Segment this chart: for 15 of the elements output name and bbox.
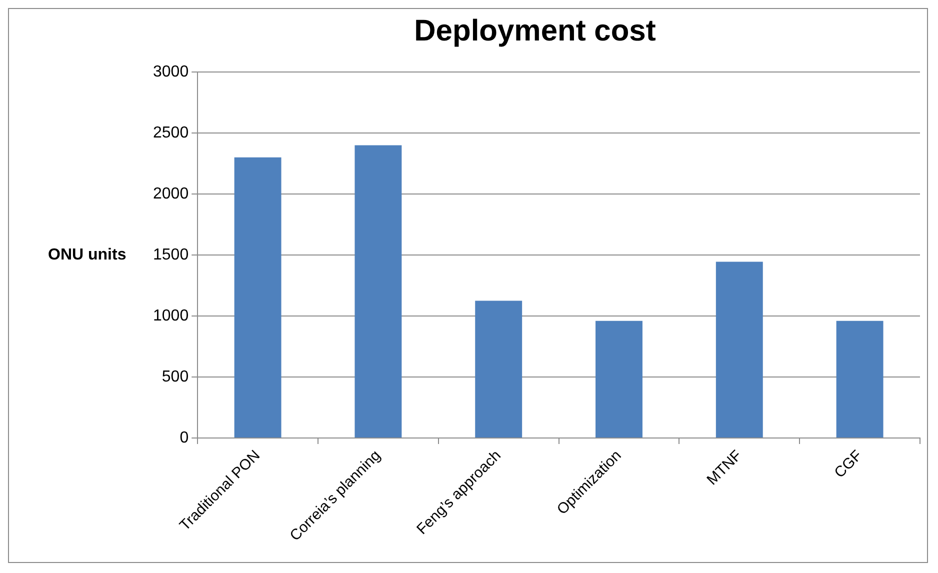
chart-title: Deployment cost bbox=[414, 14, 656, 48]
y-tick-label: 1500 bbox=[153, 246, 189, 264]
bar bbox=[596, 320, 642, 438]
bar bbox=[475, 300, 522, 438]
y-tick-label: 1000 bbox=[153, 307, 189, 324]
y-tick-label: 3000 bbox=[153, 63, 189, 80]
y-tick-label: 2500 bbox=[153, 124, 189, 142]
y-tick-label: 2000 bbox=[153, 185, 189, 202]
y-axis-title: ONU units bbox=[48, 246, 126, 264]
bar bbox=[716, 262, 763, 438]
y-tick-label: 500 bbox=[162, 368, 189, 386]
bar bbox=[354, 145, 402, 438]
bar bbox=[234, 157, 282, 438]
bar bbox=[836, 320, 884, 438]
y-tick-label: 0 bbox=[180, 429, 189, 446]
